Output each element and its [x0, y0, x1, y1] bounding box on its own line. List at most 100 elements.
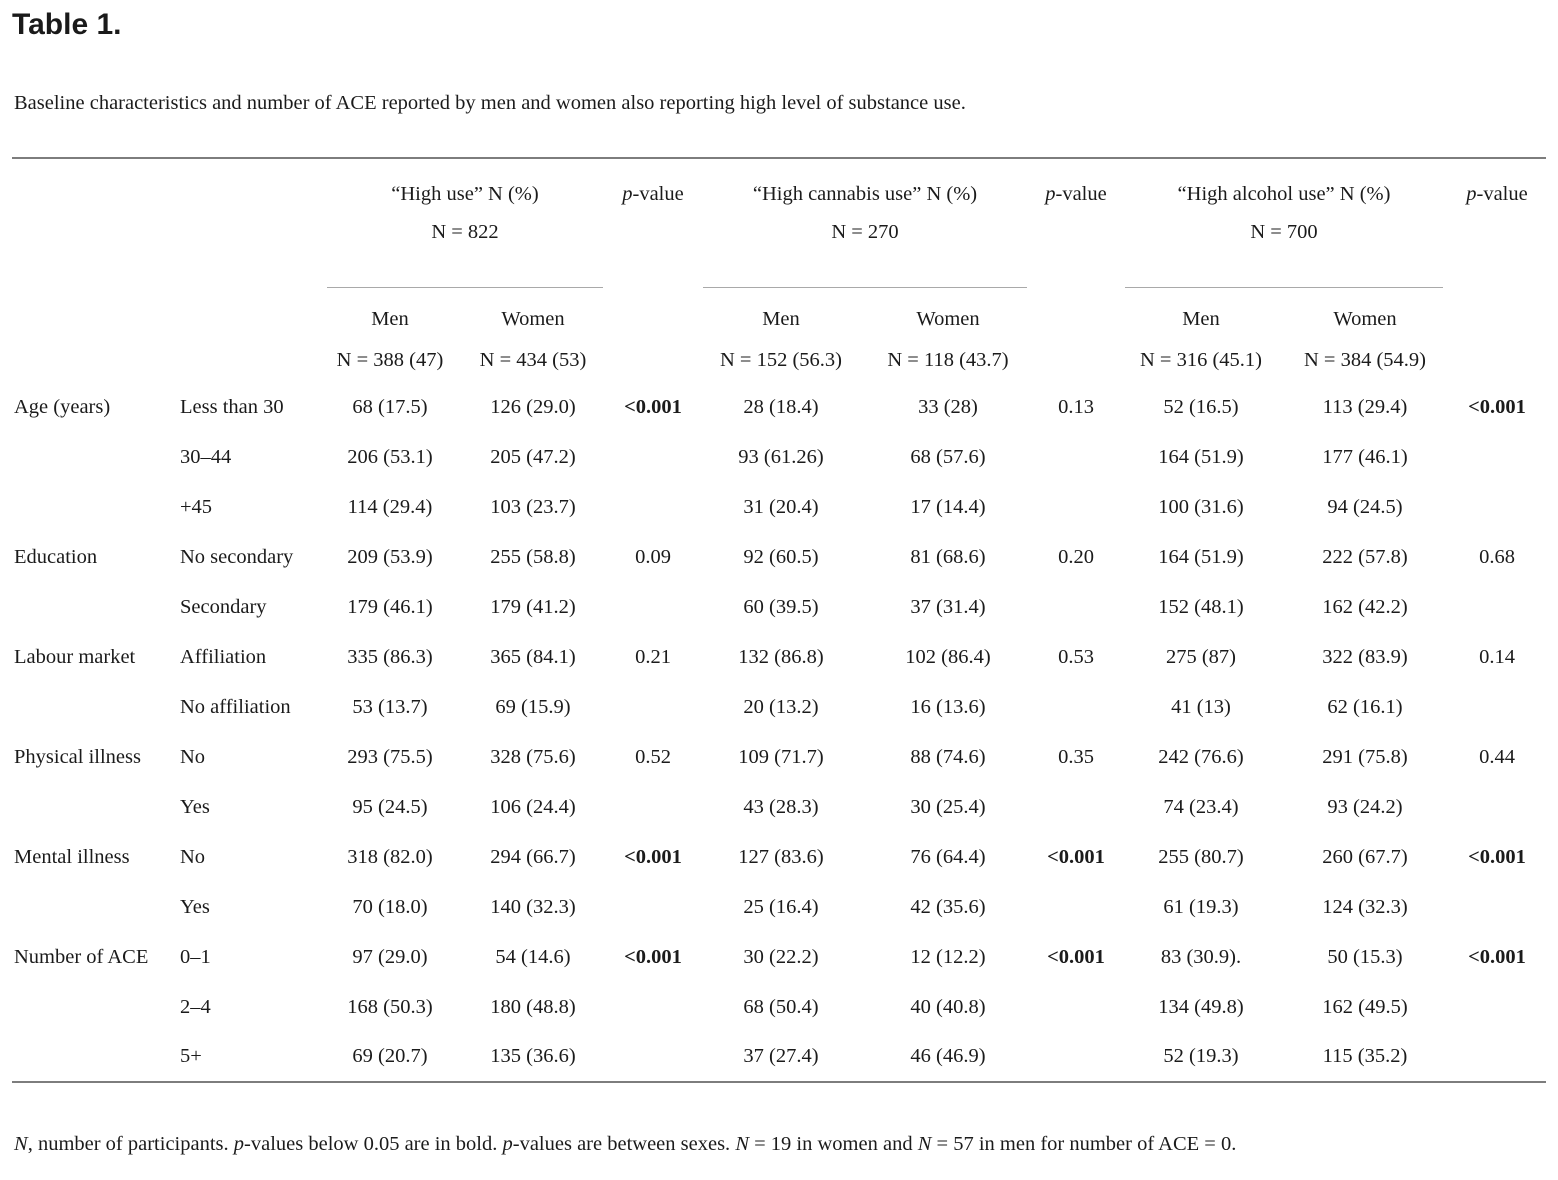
data-cell: 177 (46.1) — [1322, 445, 1408, 468]
data-cell: 209 (53.9) — [347, 545, 433, 568]
group-label: “High alcohol use” N (%) — [1177, 183, 1391, 205]
data-cell — [608, 882, 698, 932]
footnote-segment: , number of participants. — [27, 1133, 234, 1155]
table-row: Yes 70 (18.0) 140 (32.3) 25 (16.4) 42 (35.6)… — [12, 882, 1546, 932]
category-cell — [12, 432, 180, 482]
data-cell — [1448, 482, 1546, 532]
data-cell — [608, 482, 698, 532]
group-n-total: N = 270 — [831, 221, 899, 243]
data-cell: 97 (29.0) — [352, 945, 428, 968]
spacer-cell — [12, 338, 322, 382]
data-cell — [1032, 582, 1120, 632]
category-cell — [12, 1032, 180, 1082]
data-cell: 162 (42.2) — [1322, 595, 1408, 618]
footnote-segment: = 57 in men for number of ACE = 0. — [931, 1133, 1237, 1155]
data-cell: 0.21 — [635, 645, 671, 668]
data-cell: 37 (27.4) — [743, 1045, 819, 1067]
spacer-cell — [1448, 338, 1546, 382]
data-cell: 43 (28.3) — [743, 795, 819, 818]
p-value-column-header: p-value — [608, 158, 698, 288]
data-cell: 54 (14.6) — [495, 945, 571, 968]
data-cell: 30 (25.4) — [910, 795, 986, 818]
data-cell: 0.20 — [1058, 545, 1094, 568]
data-cell — [608, 682, 698, 732]
data-cell: 83 (30.9). — [1160, 945, 1242, 968]
women-n-header: N = 434 (53) — [479, 348, 587, 371]
footnote-segment: -values are between sexes. — [512, 1133, 736, 1155]
group-label: “High cannabis use” N (%) — [752, 183, 978, 205]
data-cell: <0.001 — [624, 395, 682, 418]
p-value-header-italic: p — [1466, 183, 1477, 205]
footnote: N, number of participants. p-values belo… — [14, 1131, 1546, 1158]
data-cell: 42 (35.6) — [910, 895, 986, 918]
data-cell: 335 (86.3) — [347, 645, 433, 668]
data-cell — [1448, 782, 1546, 832]
data-cell: 113 (29.4) — [1322, 395, 1408, 418]
data-cell: 318 (82.0) — [347, 845, 433, 868]
data-cell: 275 (87) — [1165, 645, 1237, 668]
spacer-cell — [608, 288, 698, 338]
table-header: “High use” N (%) N = 822 p-value “High c… — [12, 158, 1546, 382]
footnote-italic-segment: N — [735, 1133, 749, 1155]
data-cell: 20 (13.2) — [743, 695, 819, 718]
spacer-cell — [608, 338, 698, 382]
group-header-row: “High use” N (%) N = 822 p-value “High c… — [12, 158, 1546, 288]
data-cell: 164 (51.9) — [1158, 445, 1244, 468]
category-cell: Number of ACE — [14, 945, 149, 968]
women-n-header: N = 118 (43.7) — [887, 348, 1009, 371]
data-cell: 31 (20.4) — [743, 495, 819, 518]
data-cell: 140 (32.3) — [490, 895, 576, 918]
data-cell: 291 (75.8) — [1322, 745, 1408, 768]
data-cell — [1448, 432, 1546, 482]
baseline-characteristics-table: “High use” N (%) N = 822 p-value “High c… — [12, 157, 1546, 1083]
data-cell: 81 (68.6) — [910, 545, 986, 568]
n-header-row: N = 388 (47) N = 434 (53) N = 152 (56.3)… — [12, 338, 1546, 382]
data-cell: 0.35 — [1058, 745, 1094, 768]
data-cell: 68 (17.5) — [352, 395, 428, 418]
data-cell: 0.13 — [1058, 395, 1094, 418]
data-cell: 134 (49.8) — [1158, 995, 1244, 1018]
data-cell: 16 (13.6) — [910, 695, 986, 718]
data-cell — [1032, 782, 1120, 832]
men-column-header: Men — [371, 308, 409, 330]
data-cell: 222 (57.8) — [1322, 545, 1408, 568]
category-cell — [12, 682, 180, 732]
data-cell: 93 (24.2) — [1327, 795, 1403, 818]
footnote-italic-segment: N — [14, 1133, 28, 1155]
women-column-header: Women — [1333, 308, 1397, 330]
data-cell: 0.53 — [1058, 645, 1094, 668]
subcategory-cell: Yes — [180, 795, 210, 818]
data-cell: 62 (16.1) — [1327, 695, 1403, 718]
data-cell: 100 (31.6) — [1158, 495, 1244, 518]
data-cell — [1448, 582, 1546, 632]
category-cell: Physical illness — [14, 745, 141, 768]
subcategory-cell: Secondary — [180, 595, 267, 618]
data-cell: 69 (15.9) — [495, 695, 571, 718]
data-cell: 69 (20.7) — [352, 1045, 428, 1067]
footnote-segment: = 19 in women and — [749, 1133, 918, 1155]
data-cell: 126 (29.0) — [490, 395, 576, 418]
data-cell: <0.001 — [1468, 945, 1526, 968]
table-row: +45 114 (29.4) 103 (23.7) 31 (20.4) 17 (14.4… — [12, 482, 1546, 532]
women-column-header: Women — [501, 308, 565, 330]
women-column-header: Women — [916, 308, 980, 330]
data-cell — [1448, 1032, 1546, 1082]
data-cell: 127 (83.6) — [738, 845, 824, 868]
data-cell: 162 (49.5) — [1322, 995, 1408, 1018]
p-value-header-italic: p — [622, 183, 633, 205]
data-cell: 179 (41.2) — [490, 595, 576, 618]
data-cell: 92 (60.5) — [743, 545, 819, 568]
footnote-italic-segment: N — [917, 1133, 932, 1155]
category-cell: Age (years) — [14, 395, 111, 418]
men-n-header: N = 316 (45.1) — [1139, 348, 1263, 371]
data-cell: 52 (19.3) — [1163, 1045, 1239, 1067]
data-cell — [1448, 982, 1546, 1032]
subcategory-cell: Less than 30 — [180, 395, 284, 418]
category-cell: Education — [14, 545, 98, 568]
p-value-header-rest: -value — [632, 183, 684, 205]
data-cell: 106 (24.4) — [490, 795, 576, 818]
men-column-header: Men — [1182, 308, 1220, 330]
data-cell: 206 (53.1) — [347, 445, 433, 468]
table-row: 30–44 206 (53.1) 205 (47.2) 93 (61.26) 68 (5… — [12, 432, 1546, 482]
p-value-header-italic: p — [1045, 183, 1056, 205]
